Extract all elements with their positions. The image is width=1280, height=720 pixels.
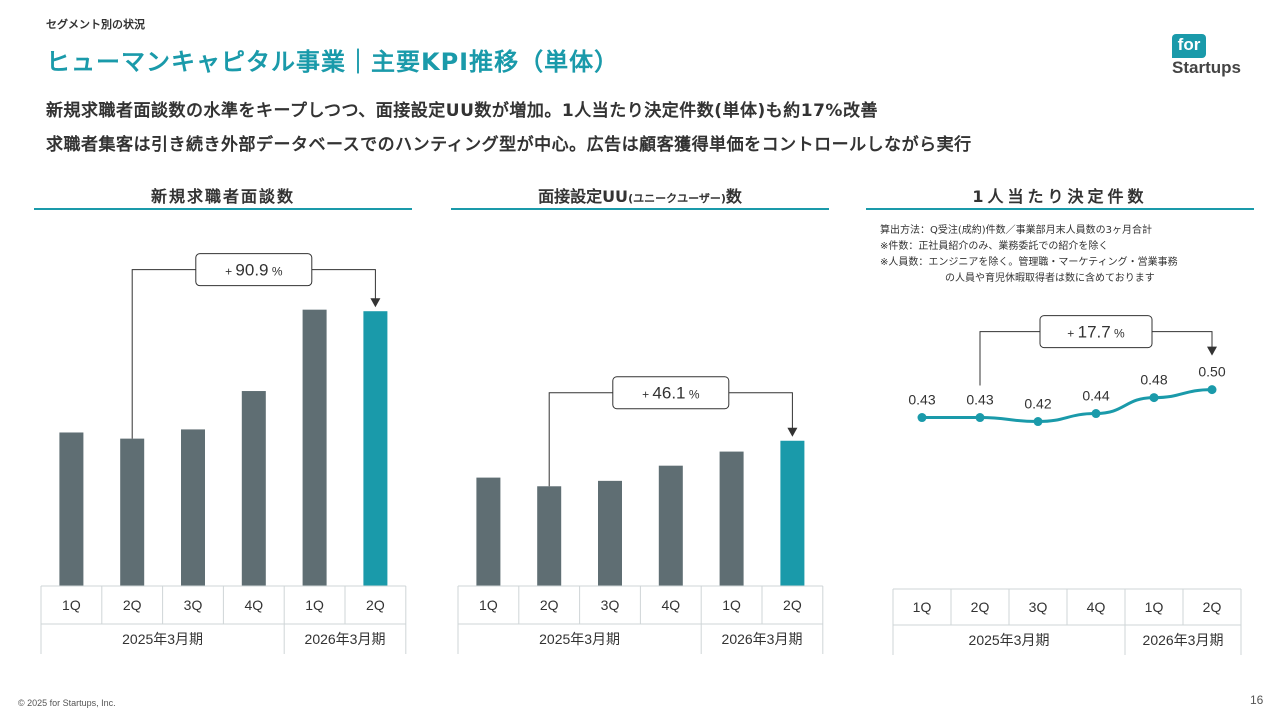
chart-1-bar — [120, 438, 145, 586]
chart-1-bar — [363, 311, 388, 586]
page-title: ヒューマンキャピタル事業｜主要KPI推移（単体） — [46, 48, 620, 76]
chart-2-tick-label: 2Q — [783, 597, 802, 613]
chart-3-growth-label: + 17.7 % — [1067, 323, 1125, 342]
chart-1-bar — [241, 391, 266, 586]
chart-3-point — [917, 413, 927, 423]
chart-3-point — [1149, 393, 1159, 403]
chart-1-growth-box — [195, 253, 313, 287]
section-label: セグメント別の状況 — [46, 18, 145, 31]
chart-3-point — [1207, 385, 1217, 395]
chart-2-growth-prefix: + — [642, 388, 652, 402]
chart-2-title-rule — [451, 208, 829, 210]
chart-1-tick-label: 1Q — [62, 597, 81, 613]
chart-2-period-label: 2026年3月期 — [722, 631, 803, 647]
chart-2-bar — [598, 480, 622, 586]
logo-for-text: for — [1172, 34, 1206, 58]
logo-startups-text: Startups — [1172, 58, 1241, 77]
chart-1-period-label: 2025年3月期 — [122, 631, 203, 647]
chart-3-data-label: 0.48 — [1140, 372, 1167, 388]
lead-text-1: 新規求職者面談数の水準をキープしつつ、面接設定UU数が増加。1人当たり決定件数(… — [46, 101, 878, 121]
chart-3-tick-label: 1Q — [913, 599, 932, 615]
chart-3-data-label: 0.50 — [1198, 364, 1225, 380]
chart-3-data-label: 0.43 — [966, 392, 993, 408]
chart-2-bar — [780, 440, 805, 586]
chart-3-decisions-per-person: 0.43 0.43 0.42 0.44 0.48 0.50 1Q 2Q 3Q 4Q 1Q 2Q 2025… — [892, 315, 1242, 655]
chart-2-interview-uu: 1Q 2Q 3Q 4Q 1Q 2Q 2025年3月期 2026年3月期 + 46.1 % — [457, 376, 824, 654]
chart-3-period-label: 2025年3月期 — [969, 632, 1050, 648]
chart-3-growth-value: 17.7 — [1078, 323, 1111, 342]
chart-2-tick-label: 4Q — [661, 597, 680, 613]
chart-2-title-paren: (ユニークユーザー) — [628, 192, 726, 205]
lead-text-2: 求職者集客は引き続き外部データベースでのハンティング型が中心。広告は顧客獲得単価… — [46, 135, 972, 155]
chart-2-tick-label: 1Q — [722, 597, 741, 613]
chart-2-title: 面接設定UU(ユニークユーザー)数 — [451, 183, 829, 207]
chart-2-growth-arrow — [787, 427, 798, 437]
chart-3-growth-suffix: % — [1111, 327, 1125, 341]
chart-3-tick-label: 1Q — [1145, 599, 1164, 615]
chart-3-tick-label: 3Q — [1029, 599, 1048, 615]
chart-3-data-label: 0.43 — [908, 392, 935, 408]
page-number: 16 — [1250, 693, 1264, 707]
chart-3-data-label: 0.42 — [1024, 396, 1051, 412]
chart-1-growth-label: + 90.9 % — [225, 261, 283, 280]
chart-3-title: 1人当たり決定件数 — [972, 187, 1148, 206]
chart-2-title-tail: 数 — [725, 187, 742, 206]
chart-2-growth-box — [612, 376, 730, 410]
chart-2-tick-label: 1Q — [479, 597, 498, 613]
chart-2-tick-label: 2Q — [540, 597, 559, 613]
chart-1-growth-arrow — [370, 298, 381, 308]
chart-1-tick-label: 4Q — [244, 597, 263, 613]
chart-3-tick-label: 4Q — [1087, 599, 1106, 615]
chart-1-tick-label: 3Q — [184, 597, 203, 613]
chart-2-growth-suffix: % — [686, 388, 700, 402]
chart-1-period-label: 2026年3月期 — [305, 631, 386, 647]
chart-1-growth-prefix: + — [225, 265, 235, 279]
chart-2-bar — [719, 451, 744, 586]
chart-1-tick-label: 1Q — [305, 597, 324, 613]
chart-3-tick-label: 2Q — [971, 599, 990, 615]
chart-3-tick-label: 2Q — [1203, 599, 1222, 615]
chart-3-point — [1033, 417, 1043, 427]
chart-1-growth-suffix: % — [269, 265, 283, 279]
chart-3-point — [975, 413, 985, 423]
count-note: ※件数：正社員紹介のみ、業務委託での紹介を除く — [880, 241, 1109, 252]
chart-3-data-label: 0.44 — [1082, 388, 1109, 404]
chart-2-bar — [658, 465, 683, 586]
chart-2-tick-label: 3Q — [601, 597, 620, 613]
chart-3-title-rule — [866, 208, 1254, 210]
chart-1-title: 新規求職者面談数 — [150, 187, 295, 206]
chart-1-bar — [302, 309, 327, 586]
chart-1-growth-value: 90.9 — [235, 261, 268, 280]
footer-copyright: © 2025 for Startups, Inc. — [18, 698, 116, 708]
chart-1-bar — [59, 432, 84, 586]
chart-2-bar — [476, 477, 501, 586]
brand-logo: for Startups — [1166, 30, 1256, 80]
chart-1-title-rule — [34, 208, 412, 210]
chart-3-growth-prefix: + — [1067, 327, 1077, 341]
chart-2-bar — [537, 486, 562, 586]
chart-1-new-candidate-interviews: 1Q 2Q 3Q 4Q 1Q 2Q 2025年3月期 2026年3月期 + 90.9 % — [40, 253, 407, 654]
chart-2-growth-value: 46.1 — [652, 384, 685, 403]
chart-2-title-main: 面接設定UU — [538, 187, 629, 206]
chart-2-growth-label: + 46.1 % — [642, 384, 700, 403]
chart-1-tick-label: 2Q — [123, 597, 142, 613]
headcount-note-cont: の人員や育児休暇取得者は数に含めております — [945, 273, 1155, 284]
chart-3-point — [1091, 409, 1101, 419]
calc-method-note: 算出方法：Q受注(成約)件数／事業部月末人員数の3ヶ月合計 — [880, 225, 1153, 236]
chart-1-tick-label: 2Q — [366, 597, 385, 613]
chart-2-period-label: 2025年3月期 — [539, 631, 620, 647]
headcount-note: ※人員数：エンジニアを除く。管理職・マーケティング・営業事務 — [880, 257, 1178, 268]
chart-3-period-label: 2026年3月期 — [1143, 632, 1224, 648]
chart-3-growth-box — [1039, 315, 1153, 349]
chart-3-growth-arrow — [1207, 346, 1217, 356]
chart-1-bar — [181, 429, 205, 586]
